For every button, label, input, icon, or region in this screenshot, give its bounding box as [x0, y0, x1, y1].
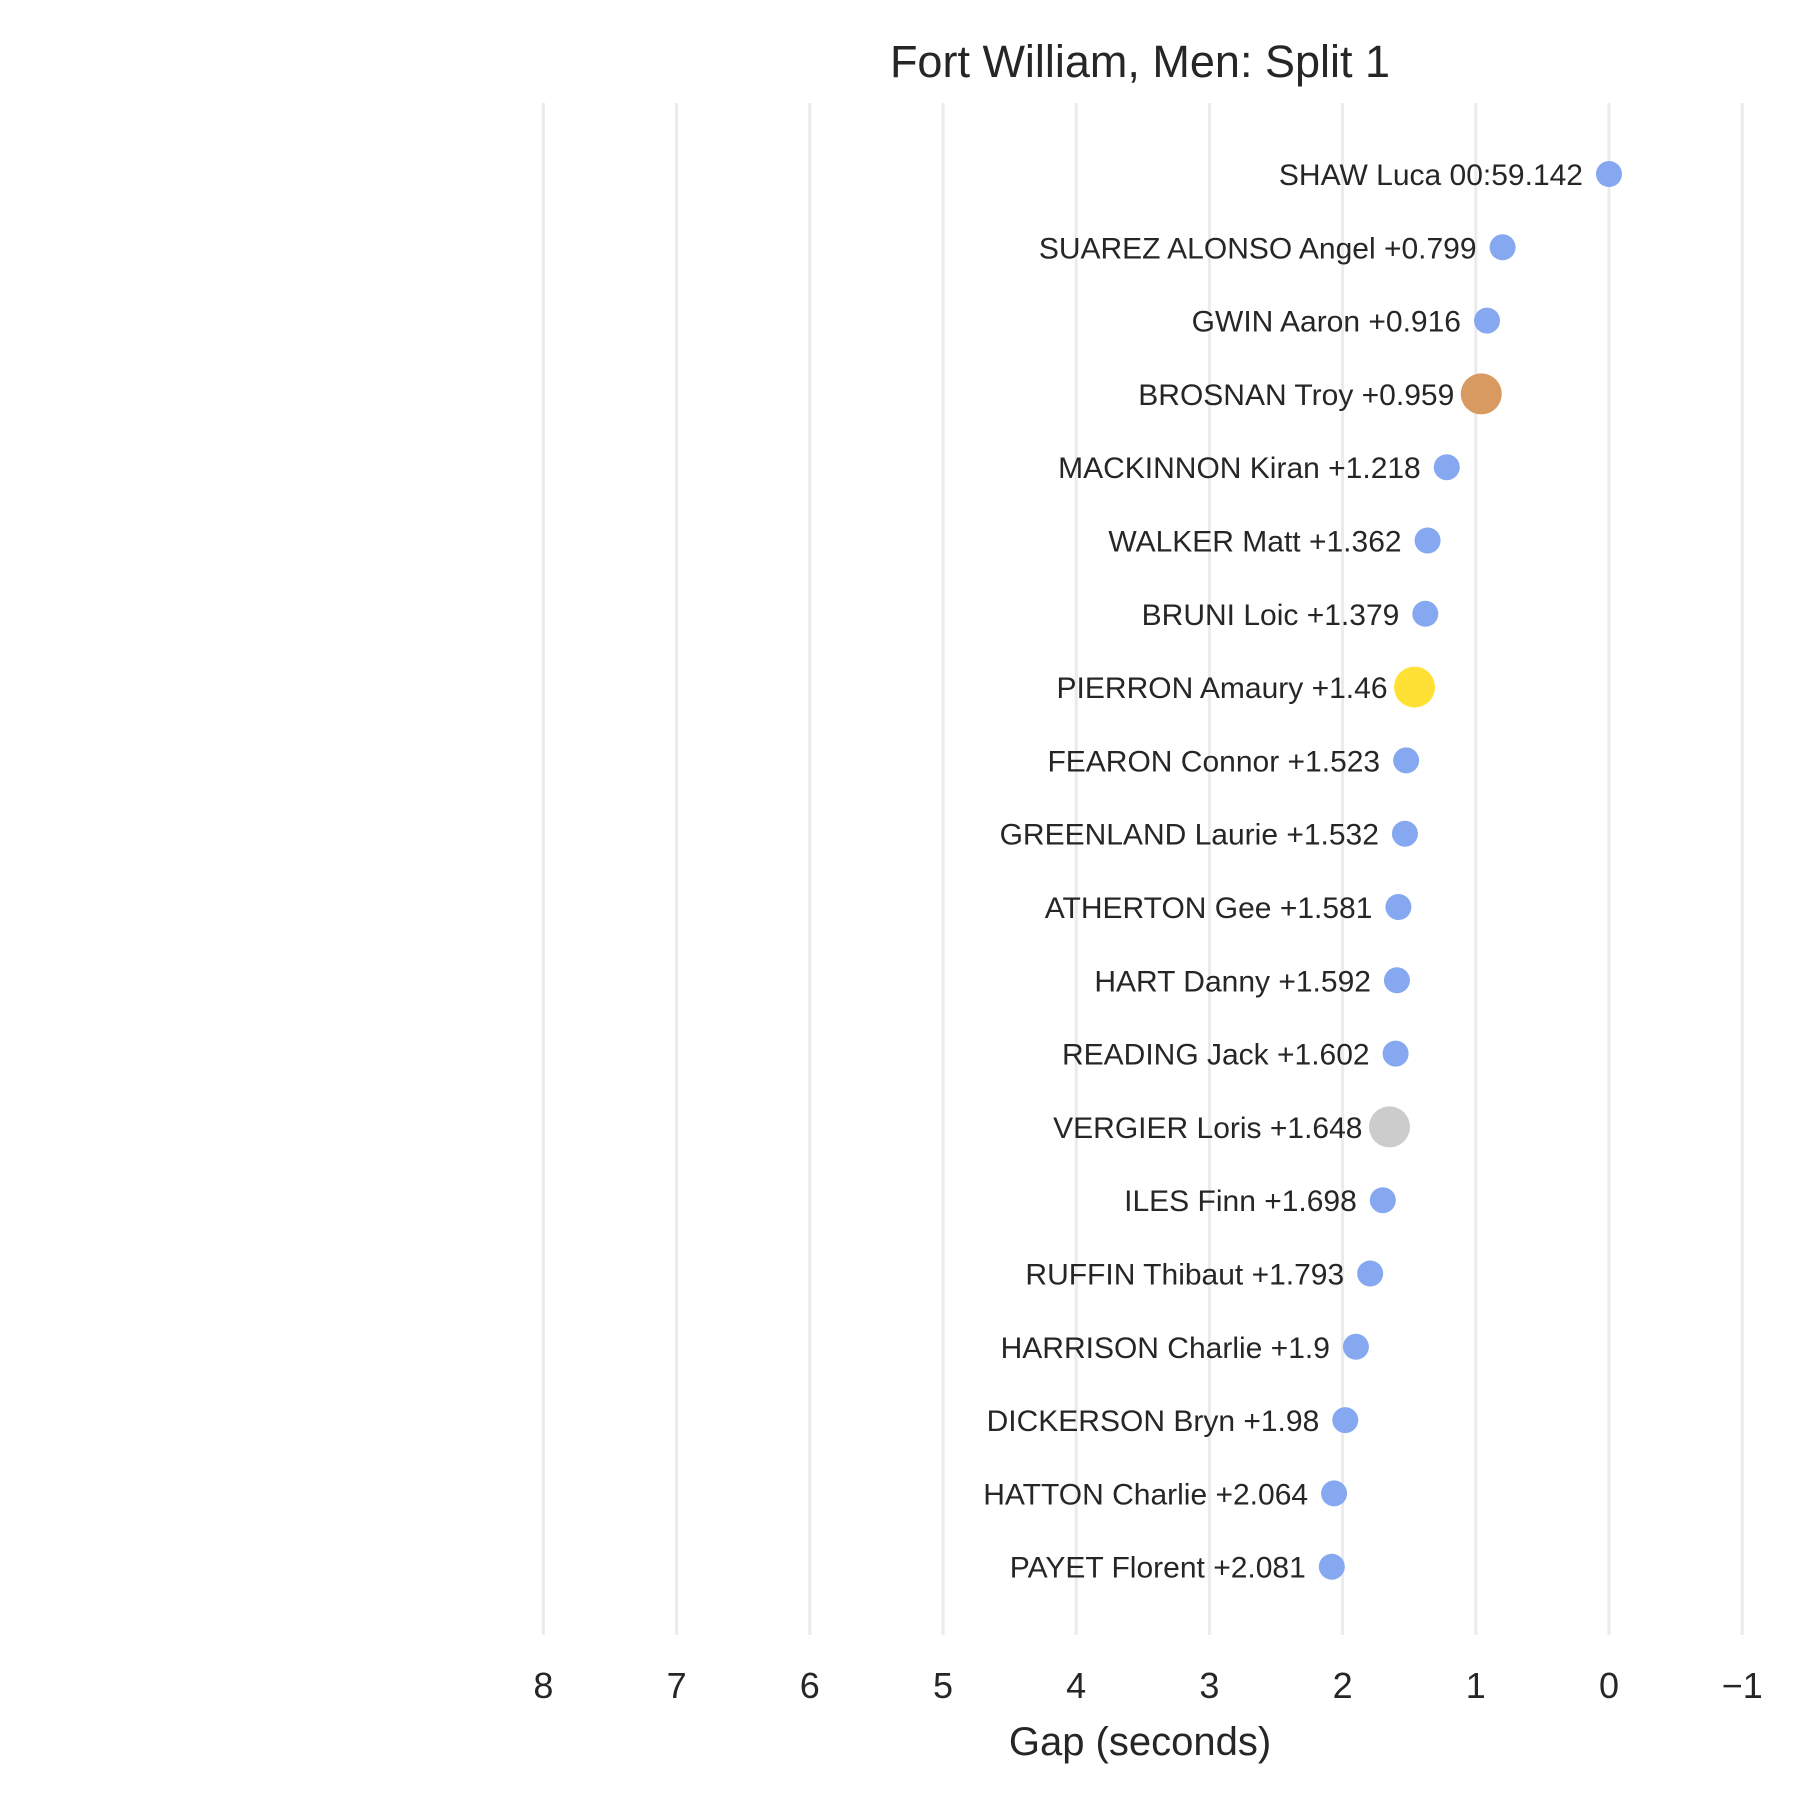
data-point-label: FEARON Connor +1.523: [1047, 745, 1380, 778]
data-point-label: SHAW Luca 00:59.142: [1279, 159, 1583, 192]
data-point: [1391, 820, 1418, 847]
data-point-label: BROSNAN Troy +0.959: [1138, 379, 1454, 412]
data-point: [1596, 161, 1622, 187]
grid-layer: [541, 103, 1744, 1635]
data-point-label: HARRISON Charlie +1.9: [1001, 1332, 1330, 1365]
data-point: [1332, 1407, 1359, 1434]
data-point-label: ILES Finn +1.698: [1124, 1185, 1357, 1218]
x-tick-label: 2: [1333, 1665, 1353, 1706]
data-point-label: MACKINNON Kiran +1.218: [1058, 452, 1421, 485]
data-point-label: HATTON Charlie +2.064: [983, 1478, 1308, 1511]
data-point: [1489, 234, 1516, 261]
data-point-label: SUAREZ ALONSO Angel +0.799: [1039, 232, 1477, 265]
data-point: [1342, 1333, 1369, 1360]
x-axis-label: Gap (seconds): [1009, 1720, 1271, 1764]
data-point-label: PAYET Florent +2.081: [1010, 1552, 1306, 1585]
data-point-label: RUFFIN Thibaut +1.793: [1025, 1259, 1344, 1292]
data-point-label: BRUNI Loic +1.379: [1142, 599, 1400, 632]
x-tick-label: 7: [667, 1665, 687, 1706]
data-point: [1414, 527, 1441, 554]
podium-point-silver: [1368, 1106, 1410, 1148]
x-tick-label: −1: [1722, 1665, 1763, 1706]
data-point-label: VERGIER Loris +1.648: [1053, 1112, 1362, 1145]
podium-point-bronze: [1460, 373, 1502, 415]
chart-title: Fort William, Men: Split 1: [890, 36, 1390, 87]
data-point: [1385, 894, 1412, 920]
data-point: [1433, 454, 1460, 481]
data-points: [1318, 161, 1622, 1580]
x-tick-labels: 8 7 6 5 4 3 2 1 0 −1: [533, 1665, 1762, 1706]
data-point: [1369, 1187, 1396, 1214]
data-point-labels: SHAW Luca 00:59.142 SUAREZ ALONSO Angel +…: [983, 159, 1583, 1585]
data-point-label: ATHERTON Gee +1.581: [1045, 892, 1373, 925]
x-tick-label: 1: [1466, 1665, 1486, 1706]
data-point: [1382, 1040, 1409, 1067]
x-tick-label: 0: [1599, 1665, 1619, 1706]
data-point: [1473, 307, 1500, 334]
data-point-label: READING Jack +1.602: [1062, 1039, 1370, 1072]
data-point-label: HART Danny +1.592: [1094, 965, 1371, 998]
x-tick-label: 8: [533, 1665, 553, 1706]
x-tick-label: 4: [1066, 1665, 1086, 1706]
x-tick-label: 3: [1199, 1665, 1219, 1706]
data-point: [1321, 1480, 1348, 1507]
data-point: [1412, 600, 1439, 627]
data-point: [1357, 1260, 1384, 1287]
data-point: [1383, 967, 1410, 994]
data-point-label: GWIN Aaron +0.916: [1192, 306, 1461, 339]
x-tick-label: 6: [800, 1665, 820, 1706]
data-point-label: GREENLAND Laurie +1.532: [1000, 819, 1379, 852]
data-point-label: PIERRON Amaury +1.46: [1057, 672, 1388, 705]
podium-point-gold: [1394, 666, 1436, 708]
data-point: [1393, 747, 1420, 774]
data-point-label: WALKER Matt +1.362: [1108, 526, 1401, 559]
data-point-label: DICKERSON Bryn +1.98: [987, 1405, 1320, 1438]
data-point: [1318, 1553, 1345, 1580]
x-tick-label: 5: [933, 1665, 953, 1706]
